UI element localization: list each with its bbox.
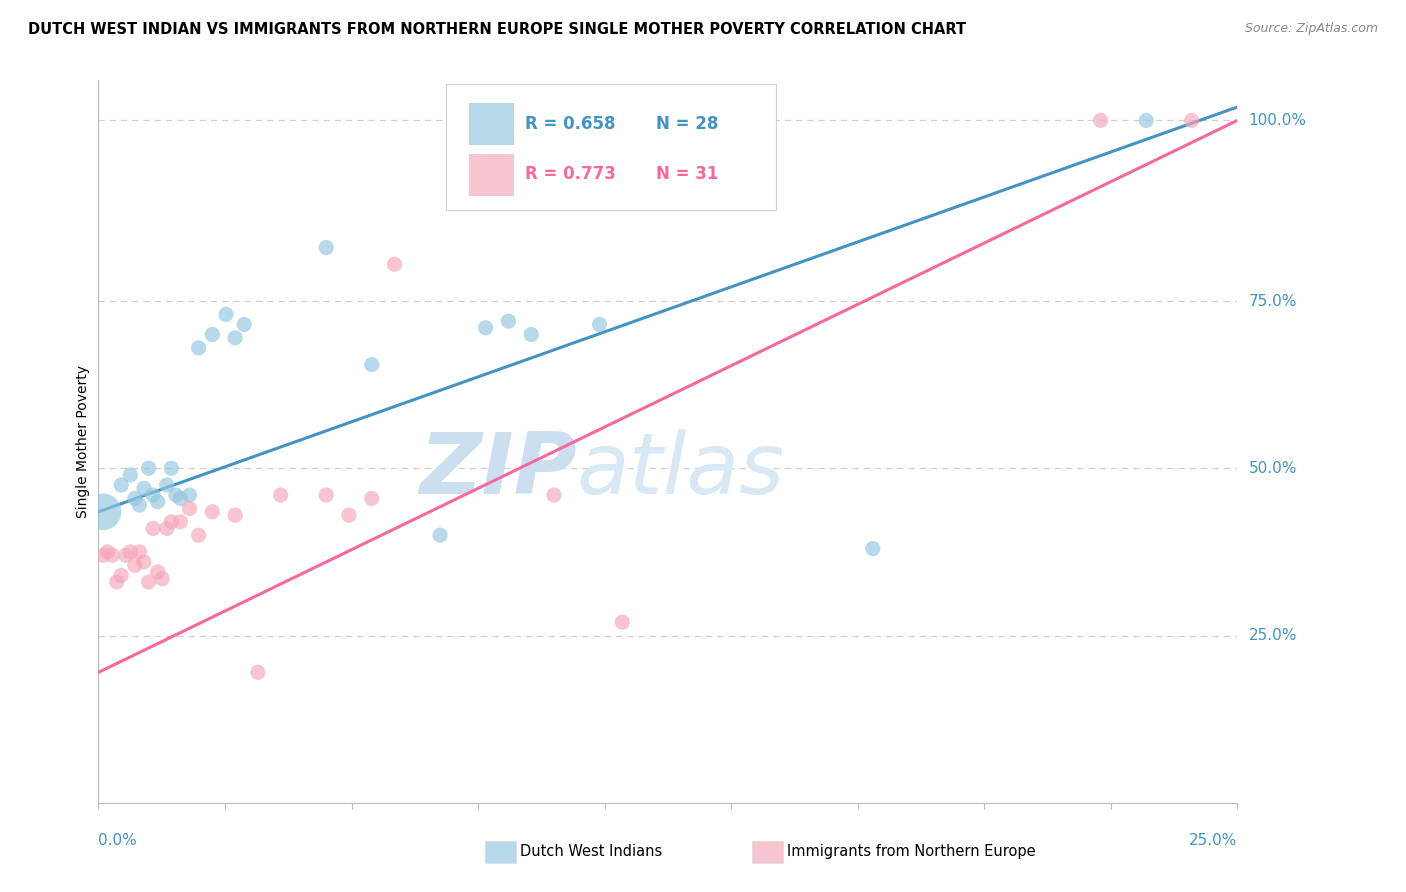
Text: 100.0%: 100.0% [1249,113,1306,128]
Point [91,548,114,563]
Point [110,568,132,582]
Text: Dutch West Indians: Dutch West Indians [520,845,662,859]
Point [233,318,256,332]
Point [160,461,183,475]
Point [360,491,382,506]
Text: DUTCH WEST INDIAN VS IMMIGRANTS FROM NORTHERN EUROPE SINGLE MOTHER POVERTY CORRE: DUTCH WEST INDIAN VS IMMIGRANTS FROM NOR… [28,22,966,37]
Point [110,478,132,492]
Point [270,488,292,502]
Point [179,501,201,516]
Point [1090,113,1112,128]
Point [132,482,155,496]
Point [150,572,173,586]
Point [1135,113,1157,128]
Point [160,515,183,529]
FancyBboxPatch shape [468,154,515,196]
Point [146,494,169,508]
Point [142,488,165,502]
Point [224,508,246,523]
Point [128,498,150,512]
Point [124,491,146,506]
Text: 25.0%: 25.0% [1189,833,1237,848]
Point [96,545,118,559]
Point [498,314,520,328]
Text: R = 0.773: R = 0.773 [526,165,616,183]
Point [315,488,337,502]
Text: Immigrants from Northern Europe: Immigrants from Northern Europe [787,845,1036,859]
Point [132,555,155,569]
Text: 50.0%: 50.0% [1249,461,1296,475]
Text: Source: ZipAtlas.com: Source: ZipAtlas.com [1244,22,1378,36]
Point [315,241,337,255]
Point [101,548,124,563]
Text: atlas: atlas [576,429,785,512]
Point [165,488,187,502]
Point [114,548,136,563]
Point [862,541,884,556]
Point [384,257,406,271]
Text: N = 31: N = 31 [657,165,718,183]
Point [337,508,360,523]
Point [246,665,269,680]
Text: 0.0%: 0.0% [98,833,138,848]
Point [201,505,224,519]
Point [105,575,128,590]
Point [169,515,191,529]
Text: 25.0%: 25.0% [1249,628,1296,643]
Point [146,565,169,579]
Point [142,521,165,535]
FancyBboxPatch shape [468,103,515,145]
Point [520,327,543,342]
Point [588,318,610,332]
Point [138,461,160,475]
Point [201,327,224,342]
Point [1181,113,1204,128]
Point [429,528,451,542]
Point [474,321,496,335]
Text: R = 0.658: R = 0.658 [526,115,616,133]
Point [179,488,201,502]
Point [187,341,209,355]
Text: ZIP: ZIP [419,429,576,512]
Y-axis label: Single Mother Poverty: Single Mother Poverty [76,365,90,518]
Point [215,307,238,322]
Point [128,545,150,559]
FancyBboxPatch shape [446,84,776,211]
Point [543,488,565,502]
Point [187,528,209,542]
Point [124,558,146,573]
Point [120,467,142,482]
Text: 75.0%: 75.0% [1249,293,1296,309]
Point [156,478,179,492]
Point [360,358,382,372]
Text: N = 28: N = 28 [657,115,718,133]
Point [612,615,634,630]
Point [91,505,114,519]
Point [138,575,160,590]
Point [120,545,142,559]
Point [156,521,179,535]
Point [169,491,191,506]
Point [224,331,246,345]
